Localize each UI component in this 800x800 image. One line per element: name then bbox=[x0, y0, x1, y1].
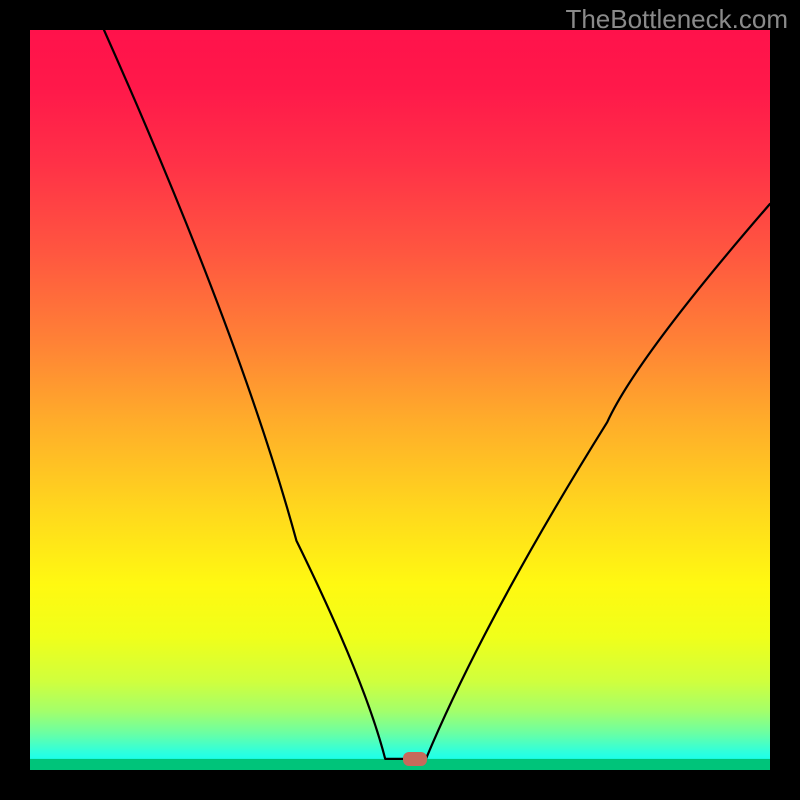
bottleneck-curve bbox=[104, 30, 770, 759]
background-gradient bbox=[30, 30, 770, 770]
attribution-text: TheBottleneck.com bbox=[565, 4, 788, 35]
optimal-point-marker bbox=[403, 752, 427, 766]
bottom-green-band bbox=[30, 759, 770, 770]
figure-root: TheBottleneck.com bbox=[0, 0, 800, 800]
plot-area bbox=[30, 30, 770, 770]
plot-svg bbox=[30, 30, 770, 770]
